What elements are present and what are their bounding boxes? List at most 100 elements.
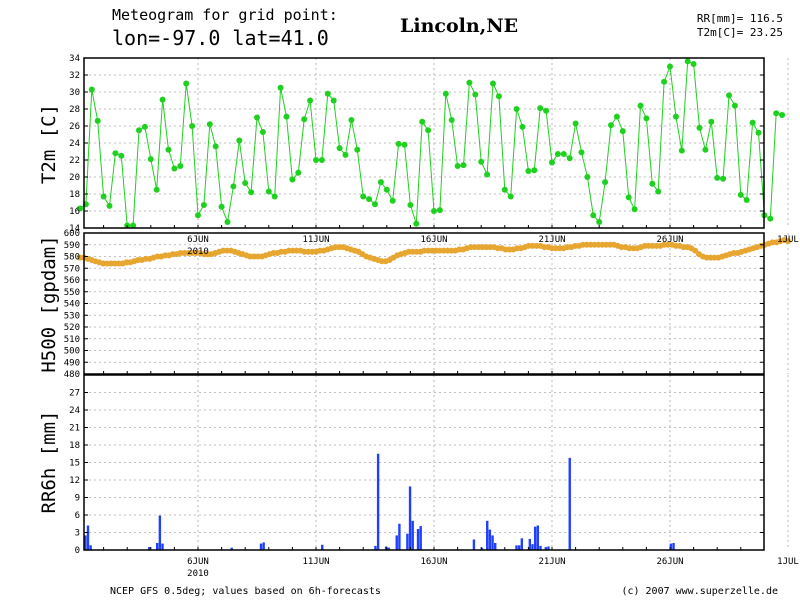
x-tick-label-rr: 16JUN xyxy=(420,557,447,567)
t2m-point xyxy=(236,137,243,144)
rr-bar xyxy=(321,544,324,550)
rr-bar xyxy=(486,520,489,550)
y-tick-label: 520 xyxy=(64,323,80,333)
t2m-point xyxy=(413,220,420,227)
rr-bar xyxy=(669,543,673,550)
x-tick-label-h500: 6JUN xyxy=(187,235,209,245)
t2m-point xyxy=(366,196,373,203)
y-tick-label: 26 xyxy=(69,122,80,132)
y-tick-label: 510 xyxy=(64,335,80,345)
h500-point xyxy=(692,247,699,254)
panel-frame xyxy=(83,374,765,551)
t2m-point xyxy=(77,205,83,212)
t2m-point xyxy=(106,202,113,209)
x-tick-label-rr: 21JUN xyxy=(538,557,565,567)
t2m-point xyxy=(442,90,449,97)
y-tick-label: 27 xyxy=(69,389,80,399)
rr-bar xyxy=(406,533,409,550)
t2m-point xyxy=(218,203,225,210)
y-tick-label: 24 xyxy=(69,406,80,416)
t2m-point xyxy=(271,193,278,200)
y-tick-label: 32 xyxy=(69,71,80,81)
t2m-point xyxy=(554,151,561,158)
y-tick-label: 21 xyxy=(69,424,80,434)
y-tick-label: 28 xyxy=(69,105,80,115)
t2m-point xyxy=(737,191,744,198)
t2m-point xyxy=(726,92,732,99)
x-tick-label-h500: 1JUL xyxy=(777,235,799,245)
t2m-point xyxy=(254,114,260,121)
rr-bar xyxy=(515,545,518,550)
t2m-point xyxy=(112,150,119,157)
x-tick-label-h500: 11JUN xyxy=(302,235,329,245)
t2m-point xyxy=(702,146,709,153)
t2m-point xyxy=(189,123,196,129)
t2m-point xyxy=(395,140,402,147)
t2m-point xyxy=(631,206,638,213)
t2m-point xyxy=(507,193,514,200)
t2m-point xyxy=(360,193,367,200)
rr-bar xyxy=(547,546,550,550)
t2m-point xyxy=(436,207,443,214)
year-label-rr: 2010 xyxy=(187,569,209,579)
t2m-point xyxy=(755,129,762,136)
t2m-point xyxy=(401,141,408,148)
y-tick-label: 9 xyxy=(75,494,80,504)
t2m-point xyxy=(141,123,148,130)
t2m-point xyxy=(578,149,585,156)
panel-frame xyxy=(83,57,765,229)
y-tick-label: 580 xyxy=(64,253,80,263)
t2m-point xyxy=(372,201,378,208)
y-tick-label: 500 xyxy=(64,347,80,357)
t2m-point xyxy=(130,222,137,229)
y-tick-label: 530 xyxy=(64,311,80,321)
rr-bar xyxy=(161,543,164,550)
t2m-point xyxy=(407,202,414,209)
t2m-point xyxy=(661,78,668,85)
rr-bar xyxy=(398,523,401,550)
rr-bar xyxy=(395,535,398,550)
y-tick-label: 600 xyxy=(64,229,80,239)
x-tick-label-h500: 16JUN xyxy=(420,235,447,245)
t2m-point xyxy=(136,127,142,134)
t2m-point xyxy=(596,219,603,226)
y-tick-label: 18 xyxy=(69,441,80,451)
t2m-point xyxy=(484,171,491,178)
t2m-point xyxy=(342,151,349,158)
x-tick-label-h500: 21JUN xyxy=(538,235,565,245)
t2m-point xyxy=(655,188,662,195)
rr-bar xyxy=(155,543,159,550)
rr-bar xyxy=(89,545,92,550)
t2m-point xyxy=(94,117,101,124)
rr-bar xyxy=(672,543,675,550)
t2m-point xyxy=(543,107,550,114)
t2m-point xyxy=(212,143,219,150)
rr-bar xyxy=(411,520,414,550)
t2m-point xyxy=(301,116,308,123)
t2m-point xyxy=(313,157,319,163)
t2m-point xyxy=(336,145,343,152)
y-tick-label: 16 xyxy=(69,207,80,217)
t2m-point xyxy=(230,183,237,190)
t2m-point xyxy=(566,155,573,162)
t2m-point xyxy=(613,113,620,120)
t2m-point xyxy=(289,176,296,183)
t2m-point xyxy=(183,80,190,87)
y-tick-label: 30 xyxy=(69,88,80,98)
rr-bar xyxy=(491,535,494,550)
t2m-point xyxy=(773,110,780,117)
t2m-point xyxy=(354,146,361,153)
y-tick-label: 15 xyxy=(69,459,80,469)
t2m-point xyxy=(549,159,555,166)
t2m-point xyxy=(330,97,337,104)
rr-bar xyxy=(86,525,90,550)
t2m-point xyxy=(224,219,231,226)
t2m-point xyxy=(501,186,508,193)
rr-bar xyxy=(528,538,532,550)
t2m-point xyxy=(608,122,614,129)
t2m-point xyxy=(259,128,266,135)
rr-bar xyxy=(488,529,492,550)
y-tick-label: 590 xyxy=(64,241,80,251)
t2m-point xyxy=(572,120,579,127)
y-tick-label: 34 xyxy=(69,54,80,64)
